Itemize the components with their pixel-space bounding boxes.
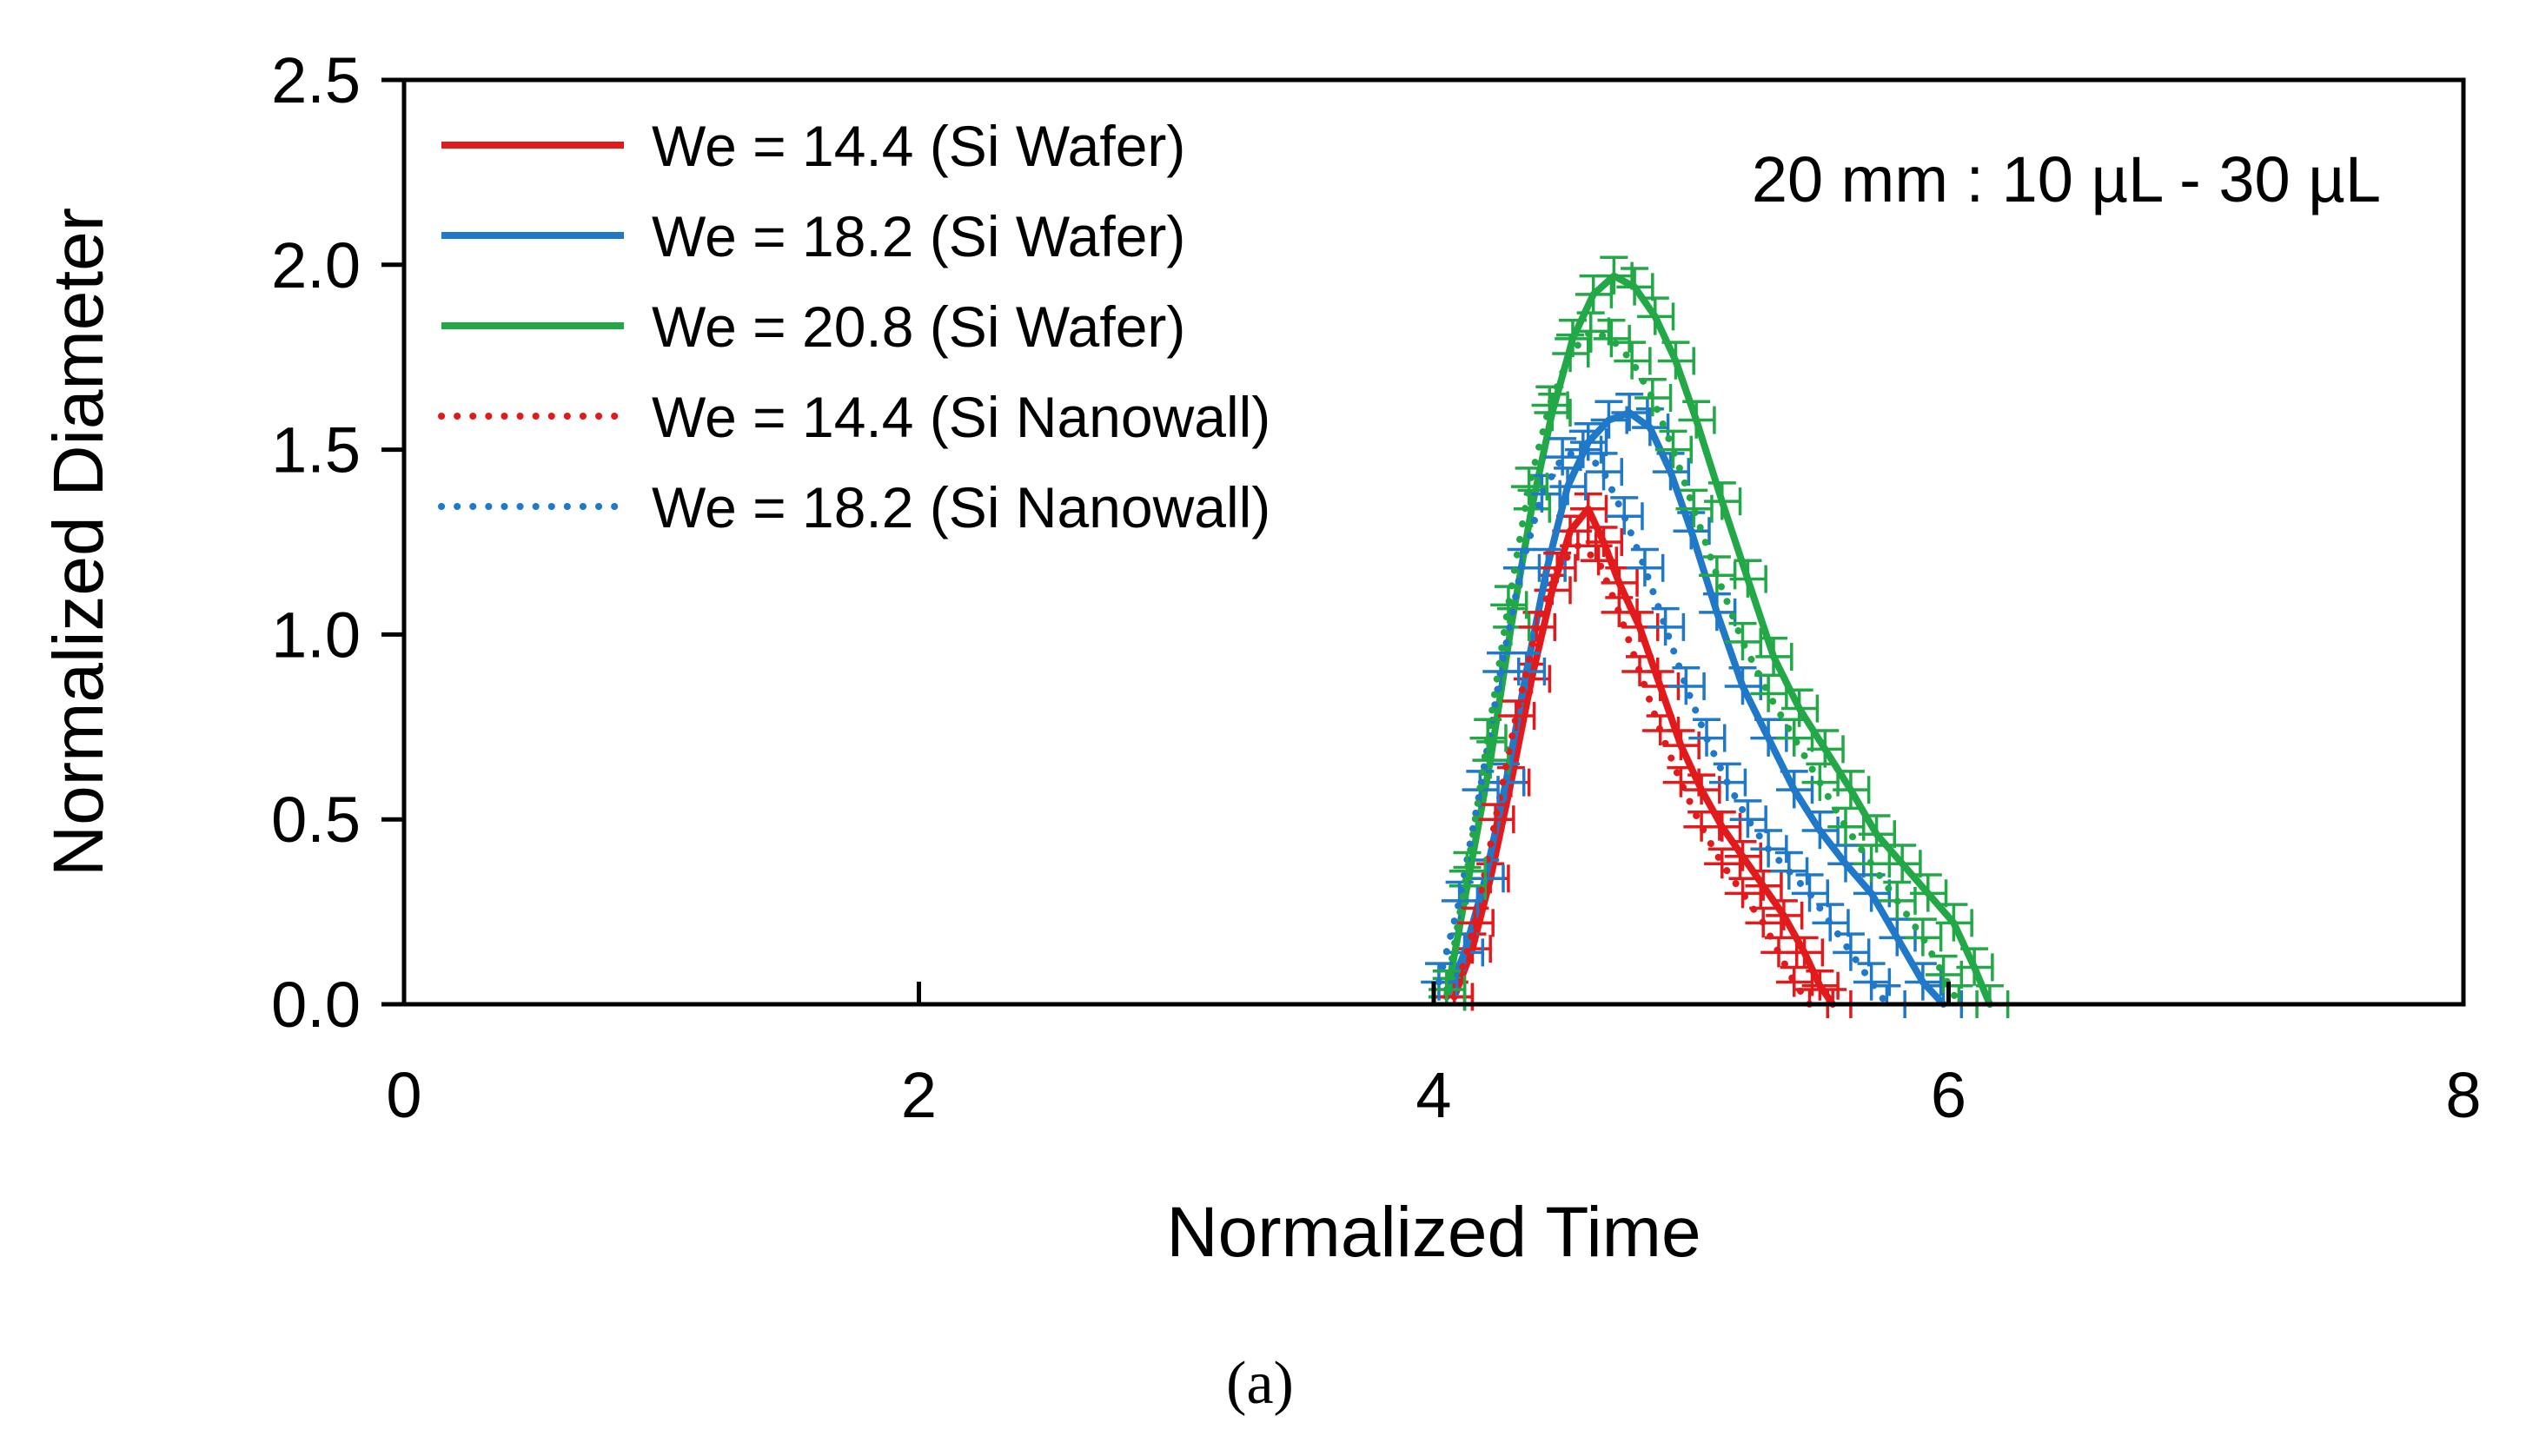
y-axis-title: Normalized Diameter [39,208,118,877]
error-bar [1868,983,1906,1018]
error-bar [1704,847,1742,879]
series-4 [1435,529,1830,1018]
legend-item-5: We = 18.2 (Si Nanowall) [438,475,1270,539]
figure-caption: (a) [1226,1350,1294,1417]
error-bar [1940,983,1979,1018]
error-bar [1724,621,1762,661]
series-2 [1429,393,1964,1018]
error-bar [1510,467,1549,506]
error-bar [1776,718,1814,757]
series-6 [1429,311,1979,1018]
error-bar [1552,333,1590,373]
error-bar [1662,765,1701,797]
x-tick-label: 4 [1415,1059,1451,1131]
series-line [1442,328,1963,1008]
legend-item-2: We = 18.2 (Si Wafer) [441,204,1185,268]
error-bar [1580,544,1619,576]
series-3 [1429,255,2010,1018]
legend-label: We = 14.4 (Si Nanowall) [652,385,1270,449]
legend-label: We = 14.4 (Si Wafer) [652,114,1185,178]
error-bar [1654,429,1693,468]
error-bar [1544,437,1582,476]
legend: We = 14.4 (Si Wafer) We = 18.2 (Si Wafer)… [438,114,1270,539]
y-tick-label: 0.5 [271,784,361,856]
y-tick-label: 1.0 [271,599,361,671]
x-tick-label: 0 [386,1059,421,1131]
series-line [1442,272,1993,1008]
legend-item-4: We = 14.4 (Si Nanowall) [438,385,1270,449]
error-bar [1585,452,1624,491]
error-bar [1477,803,1515,835]
chart-annotation: 20 mm : 10 µL - 30 µL [1752,143,2381,215]
error-bar [1853,962,1892,1001]
error-bar [1627,547,1665,587]
series-line [1450,505,1837,1008]
error-bar [1667,665,1706,705]
plot-marks [1421,255,2010,1018]
legend-item-3: We = 20.8 (Si Wafer) [441,295,1185,359]
axes: 0 2 4 6 8 0.0 0.5 1.0 1.5 2.0 2.5 [271,44,2481,1131]
error-bar [1724,877,1762,909]
x-tick-label: 2 [901,1059,937,1131]
error-bar [1827,806,1866,845]
error-bar [1614,341,1652,380]
error-bar [1647,606,1686,646]
y-tick-label: 2.5 [271,44,361,116]
y-tick-label: 1.5 [271,414,361,486]
error-bar [1833,932,1871,971]
error-bar [1449,850,1487,890]
series-5 [1421,429,1906,1018]
x-tick-label: 8 [2445,1059,2481,1131]
legend-item-1: We = 14.4 (Si Wafer) [441,114,1185,178]
error-bar [1593,318,1631,358]
error-bar [1675,488,1714,527]
y-tick-label: 0.0 [271,969,361,1041]
legend-label: We = 20.8 (Si Wafer) [652,295,1185,359]
y-tick-label: 2.0 [271,229,361,301]
legend-label: We = 18.2 (Si Wafer) [652,204,1185,268]
error-bar [1729,799,1767,838]
x-axis-title: Normalized Time [1166,1193,1701,1272]
legend-label: We = 18.2 (Si Nanowall) [652,475,1270,539]
series-line [1450,542,1813,1008]
x-tick-label: 6 [1931,1059,1966,1131]
